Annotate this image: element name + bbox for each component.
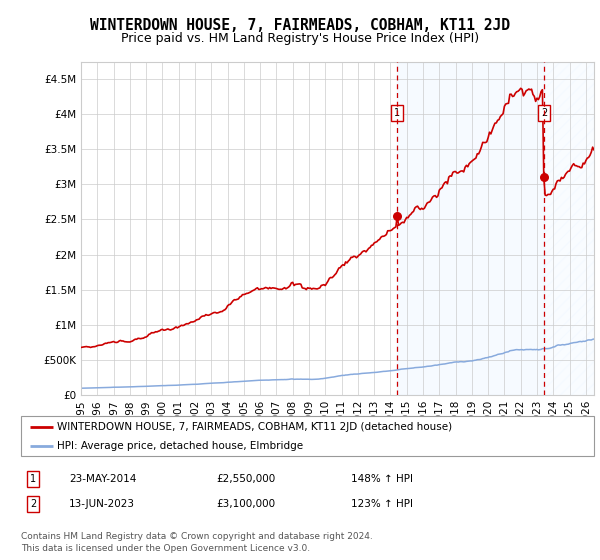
Text: Contains HM Land Registry data © Crown copyright and database right 2024.
This d: Contains HM Land Registry data © Crown c… bbox=[21, 533, 373, 553]
Text: 2: 2 bbox=[30, 499, 36, 509]
Bar bbox=[397, 62, 544, 395]
Text: £2,550,000: £2,550,000 bbox=[216, 474, 275, 484]
FancyBboxPatch shape bbox=[21, 416, 594, 456]
Text: 148% ↑ HPI: 148% ↑ HPI bbox=[351, 474, 413, 484]
Text: 13-JUN-2023: 13-JUN-2023 bbox=[69, 499, 135, 509]
Text: 123% ↑ HPI: 123% ↑ HPI bbox=[351, 499, 413, 509]
Point bbox=[539, 173, 549, 182]
Text: 23-MAY-2014: 23-MAY-2014 bbox=[69, 474, 136, 484]
Text: 1: 1 bbox=[394, 108, 400, 118]
Text: 1: 1 bbox=[30, 474, 36, 484]
Point bbox=[392, 212, 401, 221]
Text: HPI: Average price, detached house, Elmbridge: HPI: Average price, detached house, Elmb… bbox=[56, 441, 302, 450]
Text: Price paid vs. HM Land Registry's House Price Index (HPI): Price paid vs. HM Land Registry's House … bbox=[121, 32, 479, 45]
Text: WINTERDOWN HOUSE, 7, FAIRMEADS, COBHAM, KT11 2JD: WINTERDOWN HOUSE, 7, FAIRMEADS, COBHAM, … bbox=[90, 18, 510, 33]
Text: 2: 2 bbox=[541, 108, 547, 118]
Text: WINTERDOWN HOUSE, 7, FAIRMEADS, COBHAM, KT11 2JD (detached house): WINTERDOWN HOUSE, 7, FAIRMEADS, COBHAM, … bbox=[56, 422, 452, 432]
Text: £3,100,000: £3,100,000 bbox=[216, 499, 275, 509]
Bar bbox=[544, 62, 594, 395]
